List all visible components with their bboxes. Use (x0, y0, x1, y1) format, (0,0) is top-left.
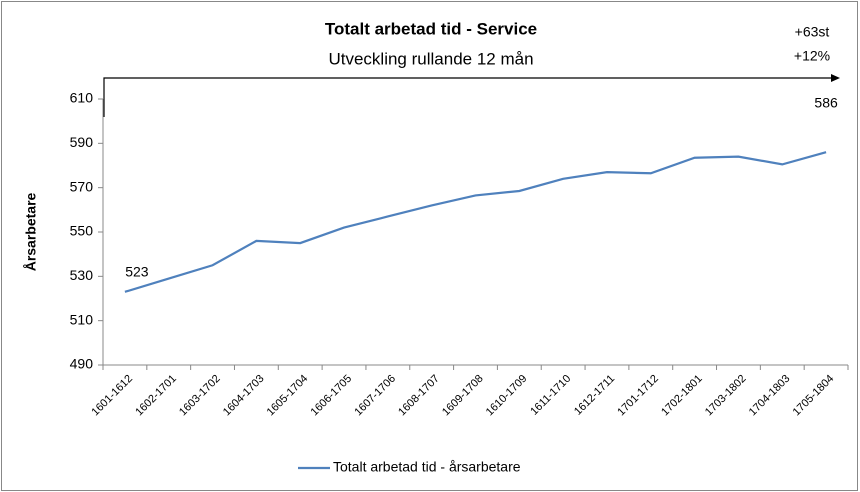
y-tick-label: 550 (70, 223, 94, 239)
arrow-head (831, 74, 840, 82)
y-tick-label: 610 (70, 90, 94, 106)
y-tick-label: 570 (70, 178, 94, 194)
line-series (124, 151, 827, 293)
y-tick-label: 530 (70, 267, 94, 283)
chart-subtitle: Utveckling rullande 12 mån (328, 49, 533, 68)
y-axis-label: Årsarbetare (23, 192, 39, 271)
data-label: 523 (125, 264, 149, 280)
chart-title: Totalt arbetad tid - Service (325, 19, 537, 38)
legend-label: Totalt arbetad tid - årsarbetare (333, 459, 521, 475)
arrow (103, 77, 832, 117)
annotation: +63st (795, 24, 830, 40)
y-tick-label: 490 (70, 356, 94, 372)
y-tick-label: 590 (70, 134, 94, 150)
data-label: 586 (814, 95, 838, 111)
y-tick-label: 510 (70, 311, 94, 327)
annotation: +12% (794, 48, 830, 64)
